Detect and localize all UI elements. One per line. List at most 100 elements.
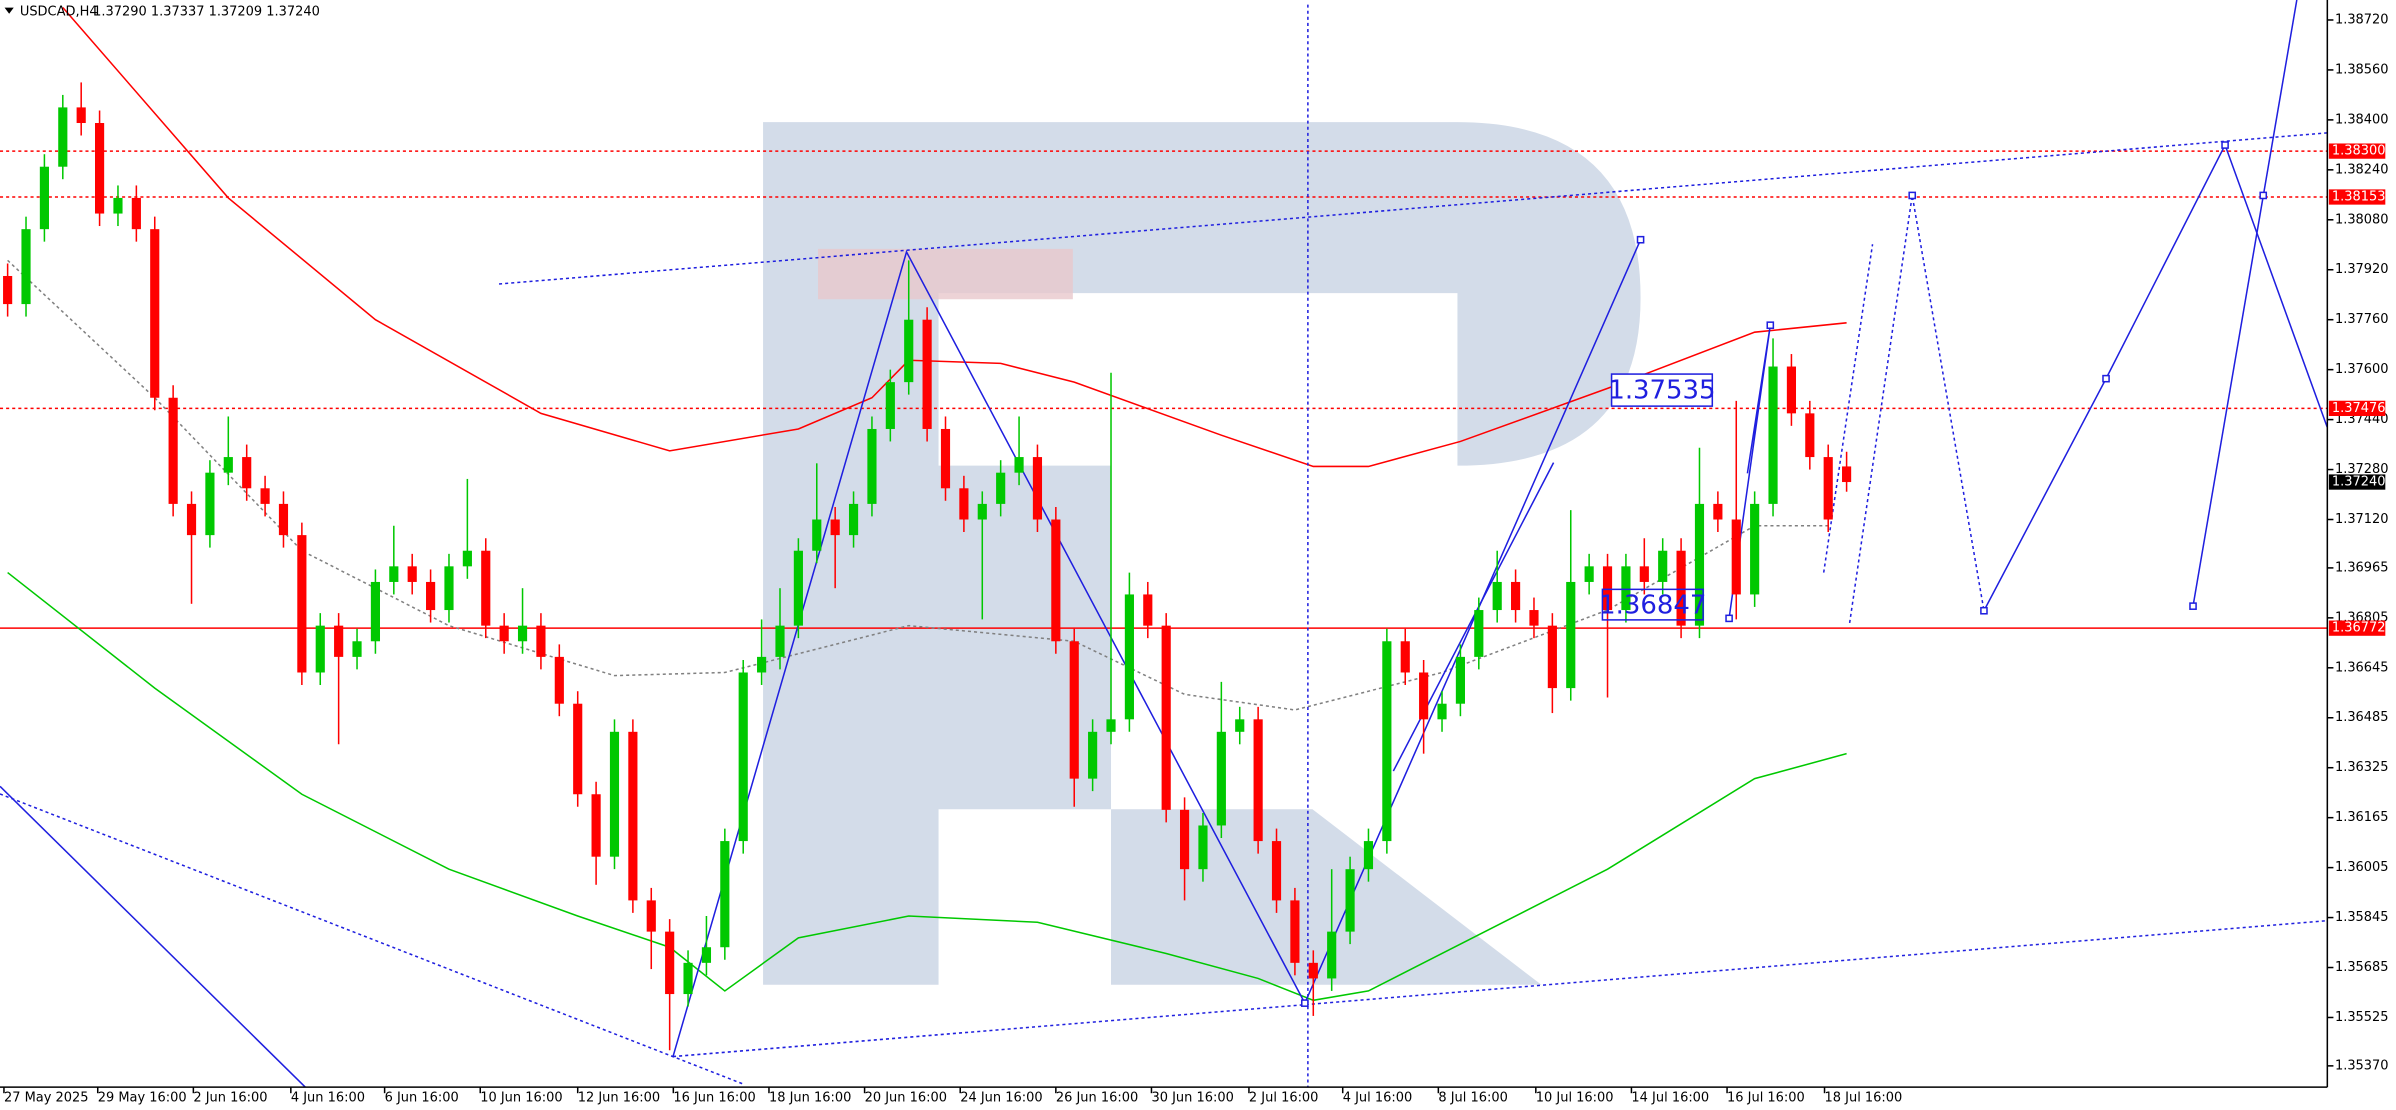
y-tick-label: 1.35370 (2335, 1058, 2389, 1073)
x-tick-label: 14 Jul 16:00 (1631, 1090, 1709, 1105)
candle-body (554, 656, 564, 704)
moving-average (7, 259, 1829, 711)
candle-body (720, 841, 730, 948)
candle-body (812, 519, 822, 551)
candle-body (426, 581, 436, 611)
x-tick-label: 6 Jun 16:00 (385, 1090, 459, 1105)
candle-body (536, 625, 546, 657)
candle-body (848, 503, 859, 536)
axis-labels: 1.38720 1.38560 1.38400 1.38240 1.38080 1.379… (3, 12, 2389, 1105)
candle-body (1327, 931, 1337, 979)
wave-line (672, 239, 1642, 1057)
y-tick-label: 1.37920 (2335, 262, 2389, 277)
candle-body (646, 900, 656, 932)
candle-body (977, 503, 987, 520)
candle-body (922, 319, 932, 429)
candle-body (1143, 594, 1153, 626)
candle-body (1474, 610, 1484, 657)
menu-arrow (4, 7, 14, 14)
candle-body (940, 428, 951, 489)
annotation-box (1601, 588, 1704, 621)
candle-body (1455, 656, 1465, 704)
candle-body (904, 319, 914, 383)
symbol: USDCAD,H4 (20, 5, 98, 20)
candle-body (1621, 566, 1631, 611)
candle-body (1308, 962, 1318, 979)
level-label: 1.37476 (2332, 401, 2386, 416)
y-tick-label: 1.35685 (2335, 960, 2389, 975)
annotation: 1.36847 (1599, 591, 1706, 621)
candle-body (1161, 625, 1171, 810)
trend-line (0, 785, 306, 1088)
candle-body (1382, 641, 1392, 842)
candle-body (1823, 457, 1833, 520)
candle-body (628, 731, 638, 901)
candle-body (1731, 519, 1741, 595)
forecast-line (2192, 0, 2298, 607)
y-tick-label: 1.36165 (2335, 810, 2389, 825)
level-label: 1.37240 (2332, 475, 2386, 490)
x-tick-label: 18 Jul 16:00 (1825, 1090, 1903, 1105)
candle-body (370, 581, 381, 642)
candle-body (1069, 641, 1079, 779)
candle-body (21, 229, 31, 305)
candle-body (1124, 594, 1134, 720)
x-tick-label: 16 Jun 16:00 (673, 1090, 755, 1105)
candle-body (1805, 413, 1815, 458)
candle-body (1290, 900, 1300, 963)
candle-body (168, 397, 178, 504)
candle-body (1511, 581, 1521, 611)
candle-body (1676, 550, 1686, 626)
candle-body (260, 488, 270, 504)
level-tag (2328, 189, 2386, 205)
level-tag (2328, 400, 2386, 416)
annotation-box (1610, 373, 1714, 407)
level-label: 1.38153 (2332, 189, 2386, 204)
candle-body (76, 107, 86, 124)
candle-body (1106, 719, 1116, 732)
x-tick-label: 18 Jun 16:00 (769, 1090, 851, 1105)
level-tag (2328, 620, 2386, 636)
candle-body (1437, 703, 1447, 720)
y-tick-label: 1.35845 (2335, 910, 2389, 925)
candle-body (793, 550, 803, 626)
candle-body (591, 794, 601, 857)
x-tick-label: 8 Jul 16:00 (1438, 1090, 1508, 1105)
candles (3, 82, 1852, 1051)
candle-body (1088, 731, 1098, 779)
candle-body (1547, 625, 1557, 689)
trend-line (0, 793, 744, 1085)
candle-body (407, 566, 417, 582)
y-tick-label: 1.38080 (2335, 212, 2389, 227)
candle-body (1179, 809, 1190, 870)
level-tag (2328, 143, 2386, 159)
candle-body (830, 519, 840, 536)
candle-body (462, 550, 472, 567)
candle-body (95, 123, 105, 214)
candle-body (609, 731, 620, 857)
candle-body (517, 625, 528, 642)
candle-body (775, 625, 785, 657)
level-label: 1.36772 (2332, 621, 2386, 636)
candle-body (131, 197, 141, 230)
candle-body (186, 503, 197, 536)
candle-body (1750, 503, 1760, 595)
y-tick-label: 1.38240 (2335, 162, 2389, 177)
watermark-r (763, 122, 1641, 985)
candle-body (1639, 566, 1649, 582)
candle-body (1235, 719, 1245, 732)
candle-body (1400, 641, 1410, 673)
x-tick-label: 2 Jul 16:00 (1249, 1090, 1319, 1105)
forecast-line (1983, 143, 2329, 612)
candle-body (150, 229, 160, 398)
candle-body (885, 382, 895, 429)
candle-body (223, 457, 233, 473)
candle-body (1713, 503, 1723, 520)
candle-body (334, 625, 344, 657)
candle-body (481, 550, 491, 626)
candle-body (738, 672, 748, 842)
y-tick-label: 1.36645 (2335, 660, 2389, 675)
x-tick-label: 26 Jun 16:00 (1056, 1090, 1138, 1105)
x-tick-label: 2 Jun 16:00 (193, 1090, 267, 1105)
